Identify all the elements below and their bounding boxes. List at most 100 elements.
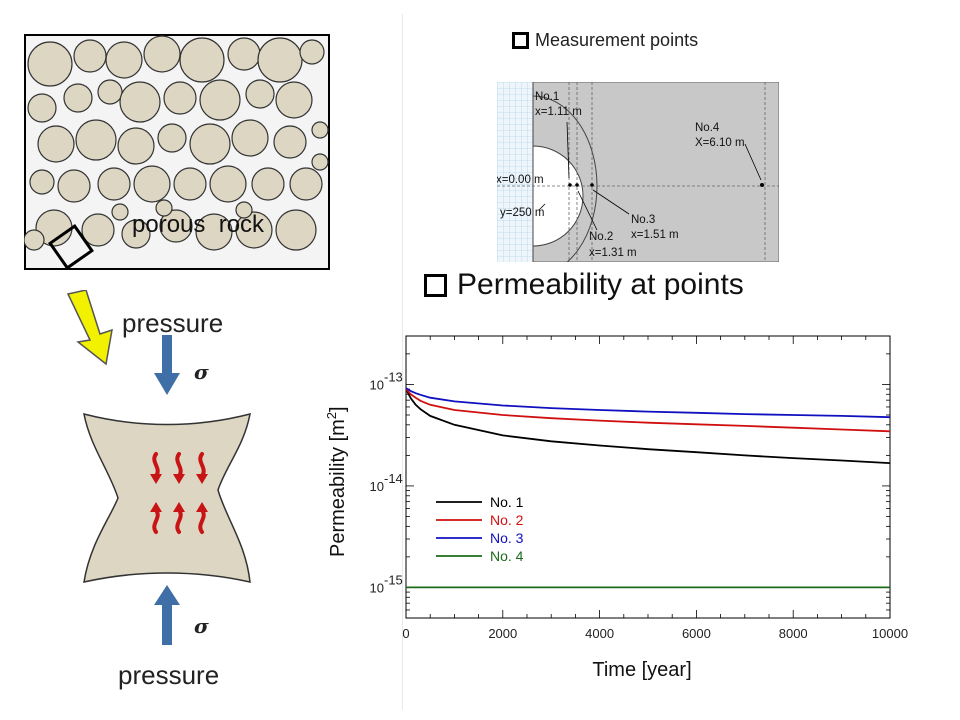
grain-circle (257, 37, 303, 83)
grain-circle (155, 199, 173, 217)
grain-circle (199, 79, 241, 121)
x-tick-label: 4000 (585, 626, 614, 641)
grain-circle (75, 119, 117, 161)
grain-circle (235, 211, 273, 249)
grain-circle (179, 37, 225, 83)
series-line-no2 (405, 388, 891, 433)
label-y250: y=250 m (500, 207, 544, 219)
grain-circle (251, 167, 285, 201)
grain-circle (163, 81, 197, 115)
label-no2-x: x=1.31 m (589, 247, 637, 259)
excavation-region (532, 145, 584, 247)
rock-label: porous rock (132, 211, 265, 238)
flow-down-icon (173, 452, 185, 484)
square-bullet-icon (512, 32, 529, 49)
label-no3-x: x=1.51 m (631, 229, 679, 241)
legend-label: No. 2 (490, 512, 524, 528)
y-tick-exponent: -15 (384, 572, 403, 587)
grain-circle (24, 229, 45, 251)
legend-label: No. 3 (490, 530, 524, 546)
pressure-bottom-label: pressure (118, 660, 220, 690)
grain-circle (143, 35, 181, 73)
grain-circle (119, 81, 161, 123)
down-arrow-icon (154, 335, 180, 395)
point-no4 (760, 183, 764, 187)
yellow-arrow-icon (66, 290, 113, 366)
grain-circle (311, 153, 329, 171)
x-axis-title: Time [year] (592, 659, 691, 681)
grain-circle (117, 127, 155, 165)
grain-circle (189, 123, 231, 165)
grain-circle (289, 167, 323, 201)
label-x0: x=0.00 m (497, 174, 544, 186)
series-line-no3 (405, 387, 891, 419)
legend-label: No. 4 (490, 548, 524, 564)
label-no2: No.2 (589, 231, 613, 243)
grain-circle (133, 165, 171, 203)
grain-circle (245, 79, 275, 109)
grain-circle (273, 125, 307, 159)
rock-grains (24, 35, 329, 251)
point-no2 (575, 183, 579, 187)
grain-circle (63, 83, 93, 113)
grain-circle (105, 41, 143, 79)
grain-circle (37, 125, 75, 163)
grain-circle (299, 39, 325, 65)
grain-circle (111, 203, 129, 221)
grain-circle (235, 201, 253, 219)
x-tick-label: 10000 (872, 626, 908, 641)
grain-circle (231, 119, 269, 157)
grain-circle (73, 39, 107, 73)
square-bullet-icon (424, 273, 447, 297)
y-tick-label: 10 (370, 580, 384, 595)
grain-circle (81, 213, 115, 247)
permeability-title-text: Permeability at points (457, 268, 744, 301)
pressure-top-label: pressure (122, 308, 224, 338)
model-domain-diagram: No.1 x=1.11 m No.4 X=6.10 m x=0.00 m y=2… (497, 82, 779, 262)
grain-circle (209, 165, 247, 203)
grain-circle (27, 93, 57, 123)
x-tick-label: 2000 (488, 626, 517, 641)
point-no1 (568, 183, 572, 187)
y-tick-label: 10 (370, 479, 384, 494)
permeability-chart: 0 2000 4000 6000 8000 1000010-1510-1410-13Tim… (324, 335, 908, 681)
y-tick-label: 10 (370, 377, 384, 392)
measurement-title-text: Measurement points (535, 30, 699, 50)
grain-circle (29, 169, 55, 195)
flow-up-icon (196, 502, 208, 534)
grain-shape (83, 412, 251, 583)
label-no3: No.3 (631, 214, 655, 226)
measurement-title: Measurement points (512, 30, 698, 51)
x-tick-label: 0 (402, 626, 409, 641)
flow-down-icon (150, 452, 162, 484)
flow-down-icon (196, 452, 208, 484)
grain-circle (173, 167, 207, 201)
selection-square (48, 224, 94, 270)
y-axis-title: Permeability [m2] (324, 406, 349, 557)
grain-circle (97, 167, 131, 201)
grain-circle (121, 219, 151, 249)
grain-circle (27, 41, 73, 87)
plot-area (405, 335, 891, 619)
grain-circle (275, 81, 313, 119)
up-arrow-icon (154, 585, 180, 645)
grain-circle (97, 79, 123, 105)
label-no4-x: X=6.10 m (695, 137, 745, 149)
grain-circle (159, 209, 193, 243)
x-tick-label: 6000 (682, 626, 711, 641)
legend-label: No. 1 (490, 494, 524, 510)
grain-circle (57, 169, 91, 203)
x-tick-label: 8000 (779, 626, 808, 641)
grain-circle (157, 123, 187, 153)
point-no3 (590, 183, 594, 187)
grain-contact-diagram (83, 412, 251, 583)
sigma-bottom-label: σ (194, 614, 209, 638)
series-line-no1 (405, 388, 891, 464)
mesh-region (497, 82, 533, 262)
grain-circle (275, 209, 317, 251)
label-no4: No.4 (695, 122, 720, 134)
label-no1-x: x=1.11 m (535, 106, 582, 118)
panel-divider (402, 14, 403, 710)
flow-up-icon (150, 502, 162, 534)
grain-circle (227, 37, 261, 71)
